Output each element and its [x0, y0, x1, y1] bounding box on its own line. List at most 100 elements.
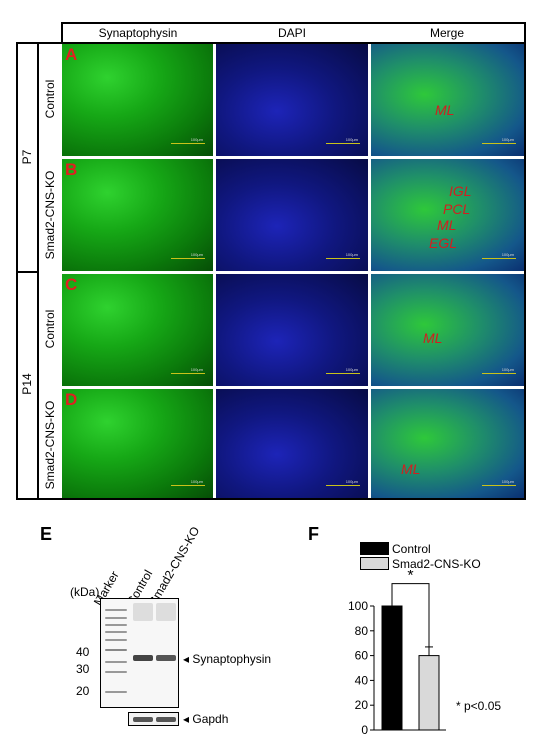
column-header-synaptophysin: Synaptophysin: [98, 26, 178, 40]
age-label-p14: P14: [20, 373, 34, 395]
image-a-merge: ML 100μm: [371, 44, 524, 156]
row-label-control-p14: Control: [43, 309, 57, 349]
legend-swatch-ko: [360, 557, 389, 570]
scale-bar: [171, 143, 205, 144]
blot-main-membrane: [100, 598, 179, 708]
legend-label-control: Control: [392, 541, 431, 556]
marker-band: [105, 617, 127, 619]
column-header-box: [61, 22, 526, 44]
image-b-dapi: 100μm: [216, 159, 368, 271]
panel-letter-a: A: [65, 45, 78, 64]
image-a-synaptophysin: A 100μm: [62, 44, 213, 156]
legend-item-ko: Smad2-CNS-KO: [360, 556, 481, 571]
mw-tick-40: 40: [76, 645, 90, 659]
y-tick-label: 0: [361, 723, 368, 737]
row-label-ko-p7: Smad2-CNS-KO: [43, 170, 57, 260]
scale-bar-label: 100μm: [345, 367, 358, 372]
layer-label-ml: ML: [437, 217, 457, 233]
scale-bar-label: 100μm: [190, 137, 203, 142]
column-header-merge: Merge: [429, 26, 464, 40]
y-tick-label: 100: [348, 599, 368, 613]
column-header-dapi: DAPI: [277, 26, 306, 40]
scale-bar: [171, 258, 205, 259]
significance-note: * p<0.05: [456, 699, 502, 713]
legend: Control Smad2-CNS-KO: [360, 541, 481, 571]
marker-band: [105, 624, 127, 626]
legend-label-ko: Smad2-CNS-KO: [392, 556, 481, 571]
y-tick-label: 40: [355, 673, 369, 687]
scale-bar-label: 100μm: [345, 252, 358, 257]
image-c-dapi: 100μm: [216, 274, 368, 386]
scale-bar: [171, 485, 205, 486]
age-column-border: [37, 42, 39, 500]
scale-bar-label: 100μm: [190, 367, 203, 372]
marker-band: [105, 609, 127, 611]
band-label-gapdh: ◂ Gapdh: [183, 712, 229, 726]
synaptophysin-band-control: [133, 655, 153, 661]
age-label-p7: P7: [20, 149, 34, 165]
row-label-control-p7: Control: [43, 79, 57, 119]
image-d-synaptophysin: D 100μm: [62, 389, 213, 498]
layer-label-egl: EGL: [429, 235, 458, 251]
scale-bar: [326, 143, 360, 144]
scale-bar: [326, 485, 360, 486]
bar-ko: [418, 655, 440, 731]
y-tick-label: 60: [355, 649, 369, 663]
panel-letter-e: E: [40, 524, 53, 544]
marker-band: [105, 661, 127, 663]
blot-gapdh-membrane: [128, 712, 179, 726]
bar-chart: 100 80 60 40 20 0 *: [348, 570, 446, 737]
gapdh-band-control: [133, 717, 153, 722]
scale-bar: [326, 373, 360, 374]
sample-smear: [133, 603, 153, 621]
scale-bar: [482, 258, 516, 259]
scale-bar-label: 100μm: [501, 252, 514, 257]
layer-label-ml: ML: [401, 461, 421, 477]
panel-letter-b: B: [65, 160, 78, 179]
legend-swatch-control: [360, 542, 389, 555]
scale-bar: [482, 485, 516, 486]
y-tick-label: 20: [355, 698, 369, 712]
gapdh-band-ko: [156, 717, 176, 722]
panel-letter-f: F: [308, 524, 319, 544]
scale-bar-label: 100μm: [345, 479, 358, 484]
row-label-ko-p14: Smad2-CNS-KO: [43, 400, 57, 490]
image-b-synaptophysin: B 100μm: [62, 159, 213, 271]
image-c-merge: ML 100μm: [371, 274, 524, 386]
scale-bar-label: 100μm: [190, 479, 203, 484]
significance-star: *: [407, 570, 413, 585]
scale-bar: [171, 373, 205, 374]
marker-band: [105, 639, 127, 641]
lane-label-ko: Smad2-CNS-KO: [145, 524, 203, 608]
y-tick-label: 80: [355, 624, 369, 638]
bar-control: [381, 605, 403, 731]
layer-label-ml: ML: [435, 102, 455, 118]
mw-tick-30: 30: [76, 662, 90, 676]
image-d-merge: ML 100μm: [371, 389, 524, 498]
layer-label-pcl: PCL: [443, 201, 471, 217]
scale-bar-label: 100μm: [190, 252, 203, 257]
scale-bar-label: 100μm: [501, 137, 514, 142]
layer-label-igl: IGL: [449, 183, 472, 199]
legend-item-control: Control: [360, 541, 481, 556]
sample-smear: [156, 603, 176, 621]
band-label-gapdh-text: Gapdh: [192, 712, 229, 726]
scale-bar: [482, 143, 516, 144]
layer-label-ml: ML: [423, 330, 443, 346]
synaptophysin-band-ko: [156, 655, 176, 661]
image-b-merge: IGL PCL ML EGL 100μm: [371, 159, 524, 271]
image-a-dapi: 100μm: [216, 44, 368, 156]
age-divider: [16, 271, 38, 273]
panel-letter-c: C: [65, 275, 78, 294]
scale-bar-label: 100μm: [501, 367, 514, 372]
marker-band: [105, 649, 127, 651]
marker-band: [105, 631, 127, 633]
scale-bar-label: 100μm: [345, 137, 358, 142]
marker-band: [105, 691, 127, 693]
band-label-synaptophysin: ◂ Synaptophysin: [183, 652, 272, 666]
significance-bracket: [391, 583, 430, 647]
panel-letter-d: D: [65, 390, 78, 409]
scale-bar-label: 100μm: [501, 479, 514, 484]
mw-tick-20: 20: [76, 684, 90, 698]
image-c-synaptophysin: C 100μm: [62, 274, 213, 386]
